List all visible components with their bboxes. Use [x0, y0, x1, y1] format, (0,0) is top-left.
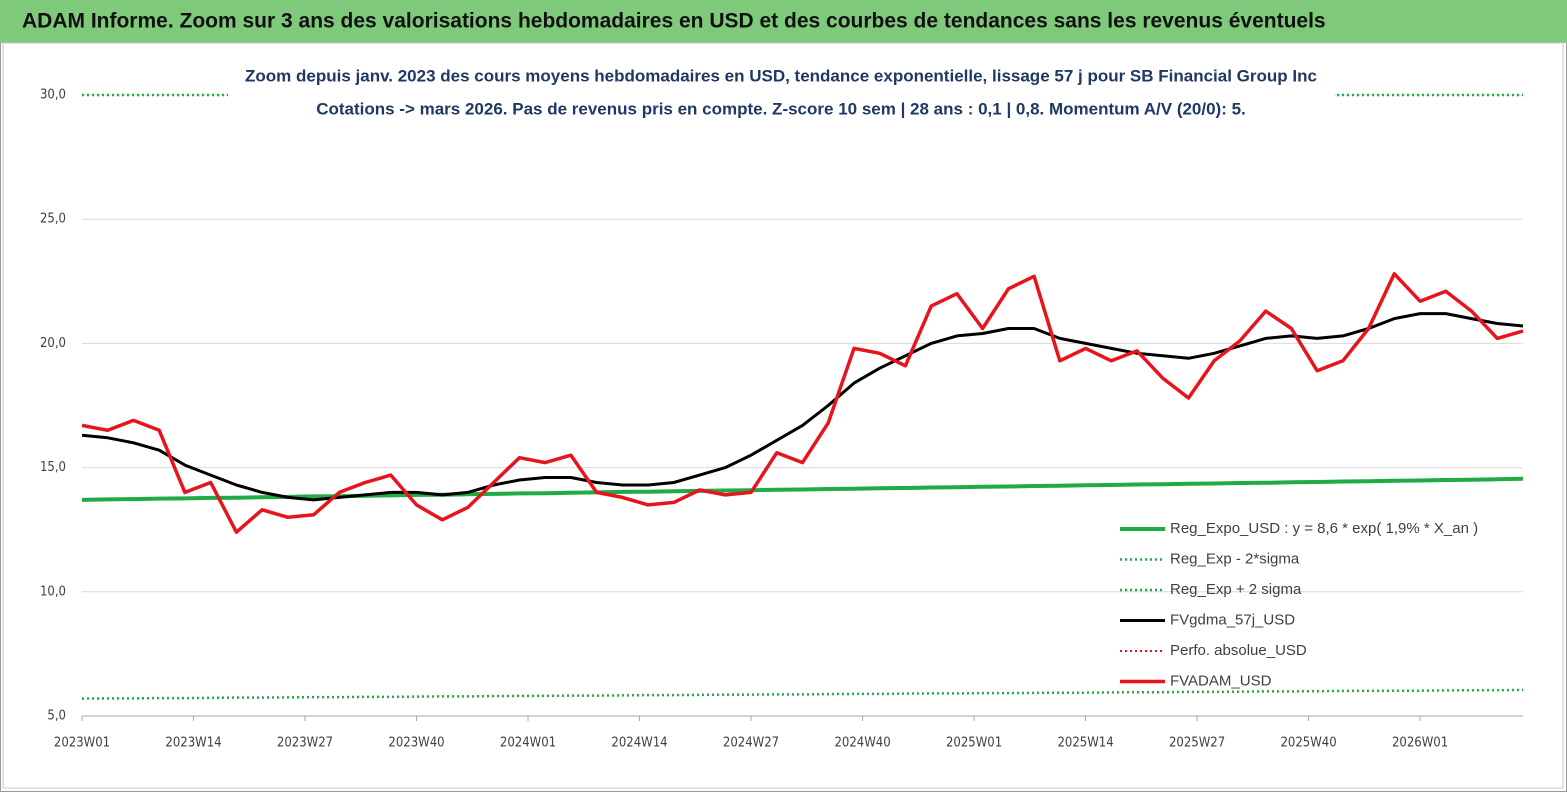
x-tick-label: 2025W01	[946, 736, 1002, 751]
x-tick-label: 2023W27	[277, 736, 333, 751]
series-line	[81, 476, 1524, 502]
y-tick-label: 25,0	[40, 212, 66, 227]
y-tick-label: 30,0	[40, 88, 66, 103]
y-tick-label: 10,0	[40, 584, 66, 599]
x-tick-label: 2024W27	[723, 736, 779, 751]
legend-label: FVgdma_57j_USD	[1170, 611, 1295, 628]
x-tick-label: 2024W40	[834, 736, 890, 751]
series-line	[81, 312, 1524, 502]
y-tick-label: 5,0	[47, 709, 66, 724]
series-line	[81, 688, 1524, 700]
header-band	[0, 0, 1567, 43]
x-tick-label: 2025W14	[1057, 736, 1113, 751]
series-line	[81, 272, 1524, 534]
x-tick-label: 2025W40	[1280, 736, 1336, 751]
chart-title: ADAM Informe. Zoom sur 3 ans des valoris…	[22, 10, 1326, 33]
plot-frame	[2, 42, 1564, 789]
legend-label: Perfo. absolue_USD	[1170, 642, 1307, 659]
x-tick-label: 2023W40	[388, 736, 444, 751]
x-tick-label: 2024W01	[500, 736, 556, 751]
subtitle: Cotations -> mars 2026. Pas de revenus p…	[316, 99, 1246, 118]
x-tick-label: 2026W01	[1392, 736, 1448, 751]
y-tick-label: 15,0	[40, 460, 66, 475]
x-tick-label: 2023W14	[165, 736, 221, 751]
y-tick-label: 20,0	[40, 336, 66, 351]
legend-label: Reg_Exp - 2*sigma	[1170, 550, 1300, 567]
legend-label: Reg_Exp + 2 sigma	[1170, 581, 1302, 598]
x-tick-label: 2023W01	[54, 736, 110, 751]
legend-label: Reg_Expo_USD : y = 8,6 * exp( 1,9% * X_a…	[1170, 520, 1478, 537]
x-tick-label: 2024W14	[611, 736, 667, 751]
legend-label: FVADAM_USD	[1170, 672, 1272, 689]
x-tick-label: 2025W27	[1169, 736, 1225, 751]
legend: Reg_Expo_USD : y = 8,6 * exp( 1,9% * X_a…	[1120, 520, 1478, 689]
subtitle: Zoom depuis janv. 2023 des cours moyens …	[245, 66, 1317, 85]
subtitle-box	[228, 58, 1334, 126]
